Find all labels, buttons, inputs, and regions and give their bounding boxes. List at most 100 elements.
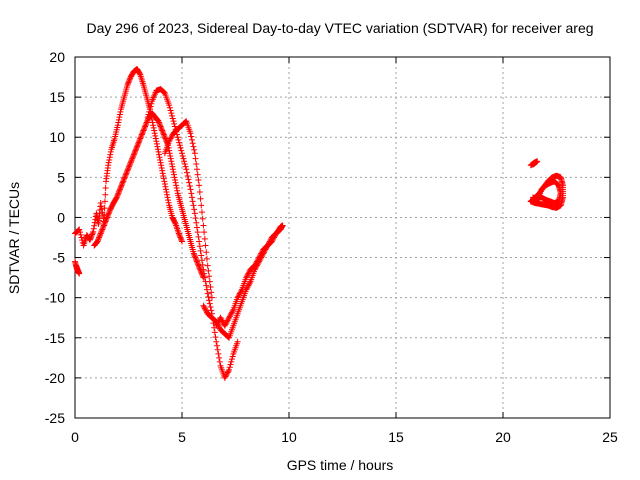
data-point [157, 123, 164, 130]
data-point [192, 254, 199, 261]
data-point [147, 103, 154, 110]
data-point [162, 183, 169, 190]
data-point [228, 358, 235, 365]
data-point [158, 164, 165, 171]
data-point [213, 322, 220, 329]
data-point [201, 229, 208, 236]
data-point [153, 140, 160, 147]
data-point [173, 182, 180, 189]
data-point [243, 285, 250, 292]
data-point [157, 156, 164, 163]
data-point [151, 127, 158, 134]
data-point [246, 269, 253, 276]
y-axis-label: SDTVAR / TECUs [6, 182, 22, 294]
data-point [214, 346, 221, 353]
data-point [258, 249, 265, 256]
data-point [97, 200, 104, 207]
data-point [161, 89, 168, 96]
data-point [533, 197, 540, 204]
data-point [126, 162, 133, 169]
data-point [169, 112, 176, 119]
data-point [159, 127, 166, 134]
y-tick-labels: -25 -20 -15 -10 -5 0 5 10 15 20 [45, 49, 65, 426]
data-point [102, 218, 109, 225]
data-point [124, 167, 131, 174]
data-point [100, 222, 107, 229]
data-point [120, 177, 127, 184]
data-point [135, 139, 142, 146]
data-point [202, 242, 209, 249]
data-point [139, 128, 146, 135]
data-point [201, 270, 208, 277]
data-point [176, 233, 183, 240]
data-point [158, 126, 165, 133]
data-point [162, 186, 169, 193]
data-point [214, 320, 221, 327]
data-point [269, 237, 276, 244]
data-point [176, 142, 183, 149]
data-point [169, 115, 176, 122]
data-point [168, 158, 175, 165]
data-point [161, 132, 168, 139]
data-point [271, 234, 278, 241]
data-point [137, 135, 144, 142]
data-point [134, 142, 141, 149]
data-point [101, 219, 108, 226]
data-point [100, 223, 107, 230]
data-point [126, 163, 133, 170]
data-point [156, 154, 163, 161]
data-point [246, 279, 253, 286]
data-point [533, 159, 540, 166]
data-point [186, 183, 193, 190]
data-point [217, 314, 224, 321]
data-point [206, 297, 213, 304]
data-point [178, 237, 185, 244]
data-point [202, 306, 209, 313]
data-point [191, 146, 198, 153]
data-point [201, 235, 208, 242]
data-point [188, 133, 195, 140]
data-point [201, 274, 208, 281]
data-point [221, 322, 228, 329]
data-point [151, 130, 158, 137]
data-point [234, 294, 241, 301]
data-point [160, 130, 167, 137]
data-point [226, 364, 233, 371]
data-point [171, 123, 178, 130]
data-point [213, 321, 220, 328]
data-point [127, 160, 134, 167]
data-point [171, 120, 178, 127]
data-point [225, 316, 232, 323]
data-point [116, 111, 123, 118]
data-point [218, 317, 225, 324]
data-point [105, 159, 112, 166]
data-point [172, 177, 179, 184]
data-point [101, 221, 108, 228]
data-point [190, 143, 197, 150]
data-point [165, 199, 172, 206]
data-point [235, 293, 242, 300]
data-point [76, 229, 83, 236]
y-tick-label: 0 [57, 209, 65, 225]
data-point [98, 227, 105, 234]
data-point [106, 156, 113, 163]
data-point [192, 215, 199, 222]
data-point [182, 118, 189, 125]
data-point [130, 152, 137, 159]
data-point [197, 195, 204, 202]
data-point [218, 316, 225, 323]
data-point [176, 139, 183, 146]
data-point [222, 321, 229, 328]
data-point [124, 80, 131, 87]
data-point [270, 235, 277, 242]
data-point [189, 140, 196, 147]
data-point [155, 119, 162, 126]
data-point [195, 177, 202, 184]
data-point [167, 107, 174, 114]
data-point [99, 212, 106, 219]
data-point [166, 136, 173, 143]
data-point [159, 128, 166, 135]
y-tick-label: 5 [57, 169, 65, 185]
data-point [208, 294, 215, 301]
data-point [127, 159, 134, 166]
